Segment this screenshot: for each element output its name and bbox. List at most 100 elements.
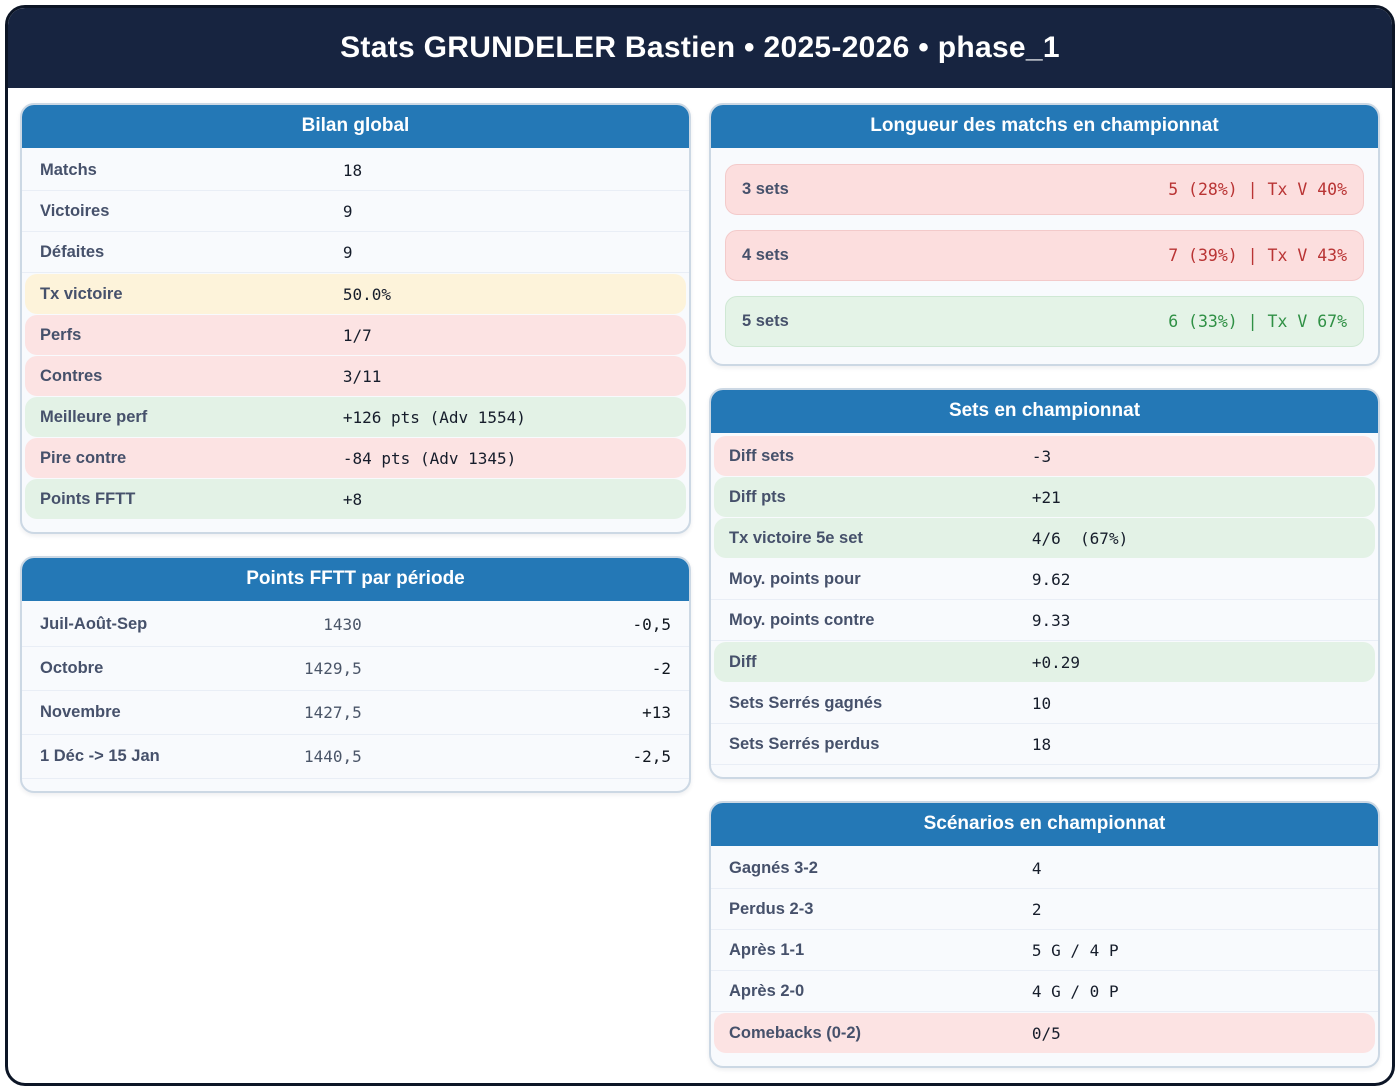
match-length-label: 5 sets — [742, 312, 789, 330]
period-points: 1440,5 — [303, 747, 362, 766]
stat-row: Moy. points pour 9.62 — [711, 559, 1378, 600]
stat-row: Meilleure perf +126 pts (Adv 1554) — [25, 397, 686, 437]
stat-row: Tx victoire 50.0% — [25, 274, 686, 314]
stat-row: Contres 3/11 — [25, 356, 686, 396]
stat-label: Diff sets — [729, 446, 795, 465]
card-title-sets-championnat: Sets en championnat — [711, 390, 1378, 433]
stat-label: Diff — [729, 652, 757, 671]
card-longueur-matchs: Longueur des matchs en championnat 3 set… — [709, 103, 1380, 366]
card-body-points-fftt-periode: Juil-Août-Sep 1430 -0,5 Octobre 1429,5 -… — [22, 601, 689, 791]
period-points: 1427,5 — [303, 703, 362, 722]
stat-row: Défaites 9 — [22, 232, 689, 273]
period-delta: -2 — [651, 659, 671, 678]
stat-value: 1/7 — [342, 325, 372, 345]
card-body-sets-championnat: Diff sets -3 Diff pts +21 Tx victoire 5e… — [711, 433, 1378, 777]
stat-value: 18 — [342, 160, 363, 180]
stat-value: 9 — [342, 201, 353, 221]
stat-row: Diff +0.29 — [714, 642, 1375, 682]
card-title-points-fftt-periode: Points FFTT par période — [22, 558, 689, 601]
stat-value: +8 — [342, 489, 363, 509]
period-delta: -0,5 — [632, 615, 671, 634]
left-column: Bilan global Matchs 18 Victoires 9 Défai… — [20, 103, 691, 793]
period-points: 1430 — [323, 615, 362, 634]
period-label: 1 Déc -> 15 Jan — [40, 747, 160, 765]
stat-label: Victoires — [40, 201, 110, 220]
stat-label: Après 2-0 — [729, 981, 805, 1000]
stat-label: Comebacks (0-2) — [729, 1023, 862, 1042]
stat-value: 9.33 — [1031, 610, 1071, 630]
stat-value: +0.29 — [1031, 652, 1081, 672]
card-title-longueur-matchs: Longueur des matchs en championnat — [711, 105, 1378, 148]
content-area: Bilan global Matchs 18 Victoires 9 Défai… — [8, 88, 1392, 1068]
match-length-value: 6 (33%) | Tx V 67% — [1168, 312, 1347, 331]
stat-row: Matchs 18 — [22, 150, 689, 191]
stat-value: +21 — [1031, 487, 1061, 507]
period-row: Octobre 1429,5 -2 — [22, 647, 689, 691]
stat-label: Points FFTT — [40, 489, 136, 508]
stat-label: Contres — [40, 366, 103, 385]
stat-label: Meilleure perf — [40, 407, 148, 426]
stat-row: Après 2-0 4 G / 0 P — [711, 971, 1378, 1012]
stat-value: 10 — [1031, 693, 1052, 713]
stat-row: Gagnés 3-2 4 — [711, 848, 1378, 889]
card-scenarios-championnat: Scénarios en championnat Gagnés 3-2 4 Pe… — [709, 801, 1380, 1068]
page-title: Stats GRUNDELER Bastien • 2025-2026 • ph… — [8, 8, 1392, 88]
stat-label: Pire contre — [40, 448, 127, 467]
stat-value: 9.62 — [1031, 569, 1071, 589]
stat-label: Tx victoire — [40, 284, 123, 303]
card-bilan-global: Bilan global Matchs 18 Victoires 9 Défai… — [20, 103, 691, 534]
stat-row: Sets Serrés perdus 18 — [711, 724, 1378, 765]
stat-label: Sets Serrés gagnés — [729, 693, 883, 712]
match-length-value: 5 (28%) | Tx V 40% — [1168, 180, 1347, 199]
stat-row: Points FFTT +8 — [25, 479, 686, 519]
match-length-label: 3 sets — [742, 180, 789, 198]
right-column: Longueur des matchs en championnat 3 set… — [709, 103, 1380, 1068]
period-row: 1 Déc -> 15 Jan 1440,5 -2,5 — [22, 735, 689, 779]
stat-label: Défaites — [40, 242, 105, 261]
stat-label: Perdus 2-3 — [729, 899, 814, 918]
stats-report-window: Stats GRUNDELER Bastien • 2025-2026 • ph… — [5, 5, 1395, 1086]
period-row: Novembre 1427,5 +13 — [22, 691, 689, 735]
card-points-fftt-periode: Points FFTT par période Juil-Août-Sep 14… — [20, 556, 691, 793]
period-delta: -2,5 — [632, 747, 671, 766]
stat-value: 2 — [1031, 899, 1042, 919]
period-points: 1429,5 — [303, 659, 362, 678]
stat-row: Moy. points contre 9.33 — [711, 600, 1378, 641]
stat-value: 9 — [342, 242, 353, 262]
stat-row: Perdus 2-3 2 — [711, 889, 1378, 930]
match-length-label: 4 sets — [742, 246, 789, 264]
stat-label: Après 1-1 — [729, 940, 805, 959]
stat-label: Moy. points contre — [729, 610, 875, 629]
card-body-scenarios-championnat: Gagnés 3-2 4 Perdus 2-3 2 Après 1-1 5 G … — [711, 846, 1378, 1066]
stat-label: Perfs — [40, 325, 82, 344]
card-title-bilan-global: Bilan global — [22, 105, 689, 148]
stat-row: Diff pts +21 — [714, 477, 1375, 517]
period-label: Juil-Août-Sep — [40, 615, 148, 633]
stat-row: Perfs 1/7 — [25, 315, 686, 355]
stat-label: Gagnés 3-2 — [729, 858, 818, 877]
stat-value: 50.0% — [342, 284, 392, 304]
period-label: Novembre — [40, 703, 121, 721]
stat-value: 18 — [1031, 734, 1052, 754]
period-delta: +13 — [642, 703, 671, 722]
stat-row: Après 1-1 5 G / 4 P — [711, 930, 1378, 971]
stat-value: 0/5 — [1031, 1023, 1061, 1043]
stat-value: +126 pts (Adv 1554) — [342, 407, 526, 427]
match-length-value: 7 (39%) | Tx V 43% — [1168, 246, 1347, 265]
match-length-row: 4 sets 7 (39%) | Tx V 43% — [725, 230, 1364, 281]
period-label: Octobre — [40, 659, 104, 677]
stat-label: Matchs — [40, 160, 97, 179]
card-body-bilan-global: Matchs 18 Victoires 9 Défaites 9 Tx vict… — [22, 148, 689, 532]
stat-label: Sets Serrés perdus — [729, 734, 880, 753]
match-length-row: 5 sets 6 (33%) | Tx V 67% — [725, 296, 1364, 347]
stat-label: Moy. points pour — [729, 569, 861, 588]
stat-row: Tx victoire 5e set 4/6 (67%) — [714, 518, 1375, 558]
stat-row: Diff sets -3 — [714, 436, 1375, 476]
stat-value: -84 pts (Adv 1345) — [342, 448, 517, 468]
match-length-row: 3 sets 5 (28%) | Tx V 40% — [725, 164, 1364, 215]
card-sets-championnat: Sets en championnat Diff sets -3 Diff pt… — [709, 388, 1380, 779]
card-title-scenarios-championnat: Scénarios en championnat — [711, 803, 1378, 846]
stat-value: 4 — [1031, 858, 1042, 878]
stat-row: Victoires 9 — [22, 191, 689, 232]
stat-row: Pire contre -84 pts (Adv 1345) — [25, 438, 686, 478]
